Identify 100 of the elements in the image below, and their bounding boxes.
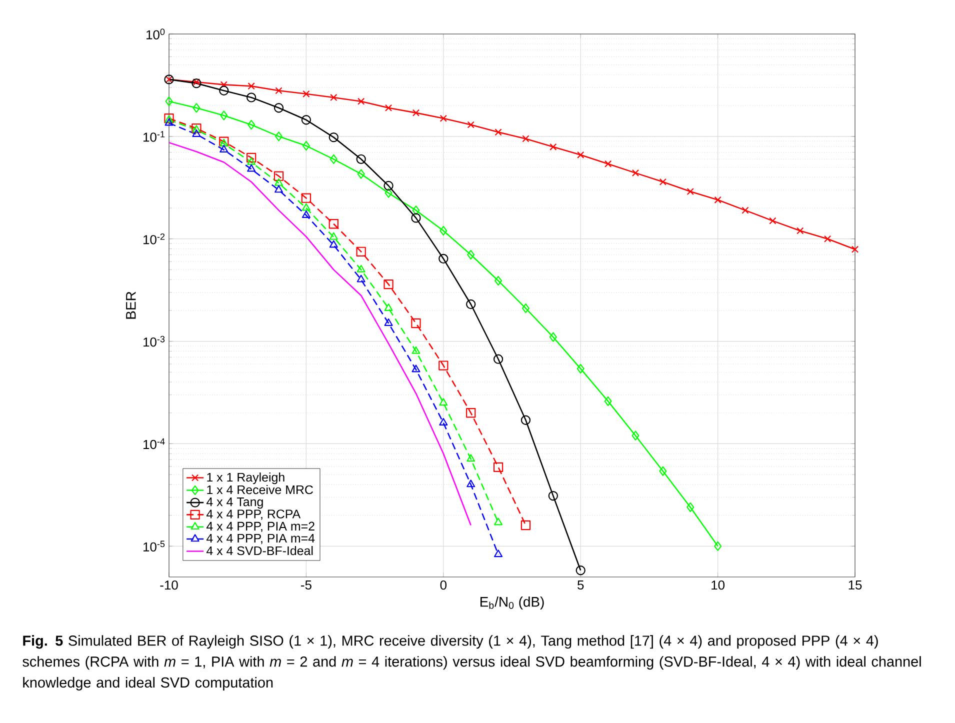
y-tick-label: 10$^{-4}$ xyxy=(144,438,165,450)
point xyxy=(274,185,284,193)
point xyxy=(220,144,228,153)
point xyxy=(358,98,365,105)
point xyxy=(330,154,338,164)
x-tick-label: -10 xyxy=(160,580,178,590)
point xyxy=(247,157,256,165)
point xyxy=(192,78,202,88)
point xyxy=(356,246,366,256)
point xyxy=(275,132,283,142)
point xyxy=(246,92,256,102)
point xyxy=(412,109,420,116)
point xyxy=(356,274,366,282)
point xyxy=(440,114,447,122)
point xyxy=(220,110,228,120)
point xyxy=(384,318,393,326)
point xyxy=(549,332,557,342)
point xyxy=(466,480,476,488)
point xyxy=(302,140,310,151)
point xyxy=(412,205,420,216)
legend-label: 4 x 4 Tang xyxy=(206,498,263,509)
point xyxy=(275,87,282,94)
point xyxy=(659,466,667,476)
point xyxy=(714,541,722,551)
y-axis-title: BER xyxy=(126,292,136,319)
point xyxy=(548,490,558,501)
legend-label: 4 x 4 SVD-BF-Ideal xyxy=(206,546,313,556)
point xyxy=(769,217,776,224)
point xyxy=(604,160,612,168)
point xyxy=(520,415,531,425)
x-tick-label: 15 xyxy=(848,580,862,590)
point xyxy=(493,354,504,364)
point xyxy=(824,235,832,242)
point xyxy=(384,279,394,290)
point xyxy=(302,90,310,98)
point xyxy=(742,206,749,214)
point xyxy=(438,360,448,370)
point xyxy=(467,250,475,260)
point xyxy=(686,502,694,512)
point xyxy=(438,254,448,264)
x-tick-label: 10 xyxy=(712,580,725,590)
point xyxy=(686,188,694,196)
point xyxy=(274,178,284,186)
x-tick-label: 0 xyxy=(440,580,447,590)
point xyxy=(301,115,312,125)
point xyxy=(412,364,420,372)
point xyxy=(302,210,310,218)
point xyxy=(248,82,255,90)
y-tick-label: 10$^{-5}$ xyxy=(144,540,165,552)
point xyxy=(356,154,366,164)
point xyxy=(412,346,420,354)
point xyxy=(493,462,504,472)
point xyxy=(328,132,338,142)
point xyxy=(851,246,859,253)
point xyxy=(467,121,474,128)
point xyxy=(466,299,476,310)
point xyxy=(520,520,531,530)
y-tick-label: 10$^{-1}$ xyxy=(144,131,165,142)
legend-label: 4 x 4 PPP, PIA m=2 xyxy=(206,522,314,532)
point xyxy=(522,303,530,314)
point xyxy=(604,396,612,406)
point xyxy=(659,178,667,186)
point xyxy=(246,152,256,163)
point xyxy=(165,96,173,106)
point xyxy=(164,118,174,126)
point xyxy=(328,219,338,229)
point xyxy=(439,418,448,426)
y-tick-label: 10$^{0}$ xyxy=(146,28,165,40)
point xyxy=(220,81,228,88)
point xyxy=(440,226,448,236)
point xyxy=(248,120,256,130)
x-axis-title: E$_{b}$/N$_{0}$ (dB) xyxy=(480,596,544,610)
point xyxy=(522,135,530,142)
point xyxy=(384,180,394,191)
point xyxy=(576,364,584,374)
point xyxy=(274,171,284,181)
legend-label: 1 x 1 Rayleigh xyxy=(207,472,284,484)
point xyxy=(384,104,392,112)
point xyxy=(356,264,366,272)
point xyxy=(714,196,722,204)
point xyxy=(577,151,584,158)
legend-label: 1 x 4 Receive MRC xyxy=(207,485,313,494)
point xyxy=(192,78,200,86)
point xyxy=(301,193,312,203)
point xyxy=(796,227,804,234)
point xyxy=(550,143,557,150)
point xyxy=(439,398,448,406)
point xyxy=(302,203,310,211)
x-tick-label: -5 xyxy=(301,580,312,590)
point xyxy=(494,276,502,286)
legend-label: 4 x 4 PPP, PIA m=4 xyxy=(206,534,315,544)
point xyxy=(411,213,421,223)
point xyxy=(329,240,338,248)
point xyxy=(330,94,338,102)
point xyxy=(494,128,502,136)
point xyxy=(384,303,393,311)
point xyxy=(357,169,365,179)
point xyxy=(466,454,476,462)
point xyxy=(219,86,229,96)
point xyxy=(247,164,256,172)
